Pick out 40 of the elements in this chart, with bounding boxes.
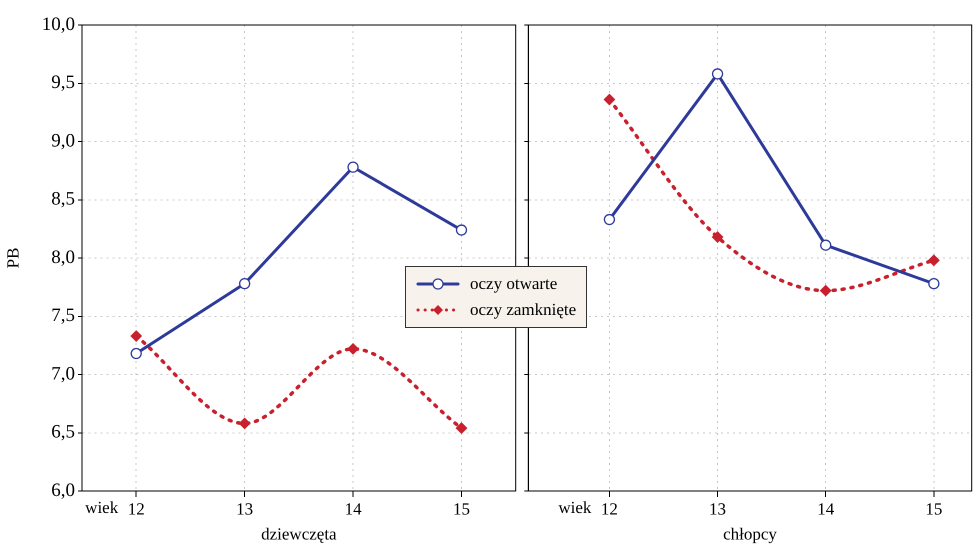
point bbox=[130, 348, 142, 360]
y-tick-label: 9,0 bbox=[51, 130, 75, 152]
x-tick-label: 14 bbox=[344, 500, 362, 519]
y-tick-label: 8,0 bbox=[51, 246, 75, 268]
point bbox=[130, 330, 142, 342]
point bbox=[928, 254, 940, 266]
x-tick-label: 15 bbox=[452, 500, 470, 519]
point bbox=[347, 343, 359, 355]
point bbox=[456, 224, 468, 236]
point bbox=[820, 284, 832, 296]
point bbox=[604, 94, 616, 106]
y-tick-label: 6,0 bbox=[51, 480, 75, 501]
x-tick-label: 13 bbox=[709, 500, 726, 519]
y-tick-label: 7,0 bbox=[51, 363, 75, 384]
x-axis-title: dziewczęta bbox=[261, 524, 338, 544]
point bbox=[712, 68, 724, 80]
x-tick-label: 13 bbox=[236, 500, 254, 519]
y-tick-label: 6,5 bbox=[51, 422, 75, 443]
point bbox=[820, 240, 832, 251]
point bbox=[928, 278, 940, 290]
legend-label: oczy otwarte bbox=[470, 274, 558, 294]
point bbox=[456, 422, 468, 434]
y-tick-label: 9,5 bbox=[51, 72, 75, 94]
x-tick-label: 14 bbox=[817, 500, 835, 519]
point bbox=[238, 418, 250, 430]
x-tick-label: 12 bbox=[128, 500, 145, 519]
y-tick-label: 8,5 bbox=[51, 188, 75, 210]
point bbox=[238, 278, 250, 290]
point bbox=[712, 231, 724, 243]
point bbox=[347, 161, 359, 173]
legend-label: oczy zamknięte bbox=[470, 300, 576, 320]
text: wiek bbox=[85, 498, 119, 517]
point bbox=[604, 214, 616, 226]
x-tick-label: 12 bbox=[600, 500, 618, 519]
y-axis-title: PB bbox=[4, 248, 23, 268]
y-tick-label: 10,0 bbox=[42, 14, 75, 35]
y-tick-label: 7,5 bbox=[51, 305, 75, 326]
x-axis-title: chłopcy bbox=[723, 524, 778, 544]
text: wiek bbox=[558, 498, 592, 517]
x-tick-label: 15 bbox=[925, 500, 942, 519]
